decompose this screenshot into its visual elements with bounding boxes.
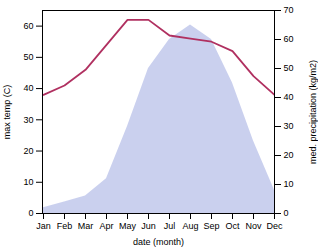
svg-text:Nov: Nov (245, 221, 262, 231)
svg-text:10: 10 (23, 177, 33, 187)
svg-text:Mar: Mar (78, 221, 94, 231)
svg-text:70: 70 (284, 5, 294, 15)
svg-text:40: 40 (23, 83, 33, 93)
svg-text:Apr: Apr (99, 221, 113, 231)
svg-text:40: 40 (284, 92, 294, 102)
svg-text:30: 30 (284, 121, 294, 131)
svg-text:med. precipitation (kg/m2): med. precipitation (kg/m2) (308, 60, 318, 164)
svg-text:50: 50 (284, 63, 294, 73)
svg-text:Sep: Sep (203, 221, 219, 231)
svg-text:0: 0 (28, 208, 33, 218)
svg-text:30: 30 (23, 115, 33, 125)
svg-text:10: 10 (284, 179, 294, 189)
svg-text:May: May (119, 221, 137, 231)
svg-text:Dec: Dec (266, 221, 283, 231)
svg-text:20: 20 (23, 146, 33, 156)
svg-text:Jun: Jun (141, 221, 156, 231)
svg-text:date (month): date (month) (133, 237, 184, 247)
svg-text:60: 60 (23, 21, 33, 31)
svg-text:0: 0 (284, 208, 289, 218)
svg-text:Feb: Feb (57, 221, 73, 231)
svg-text:50: 50 (23, 52, 33, 62)
svg-text:Jul: Jul (164, 221, 176, 231)
svg-text:Oct: Oct (225, 221, 240, 231)
svg-text:60: 60 (284, 34, 294, 44)
svg-text:Aug: Aug (182, 221, 198, 231)
svg-text:20: 20 (284, 150, 294, 160)
svg-text:max temp (C): max temp (C) (2, 85, 12, 140)
svg-text:Jan: Jan (36, 221, 51, 231)
